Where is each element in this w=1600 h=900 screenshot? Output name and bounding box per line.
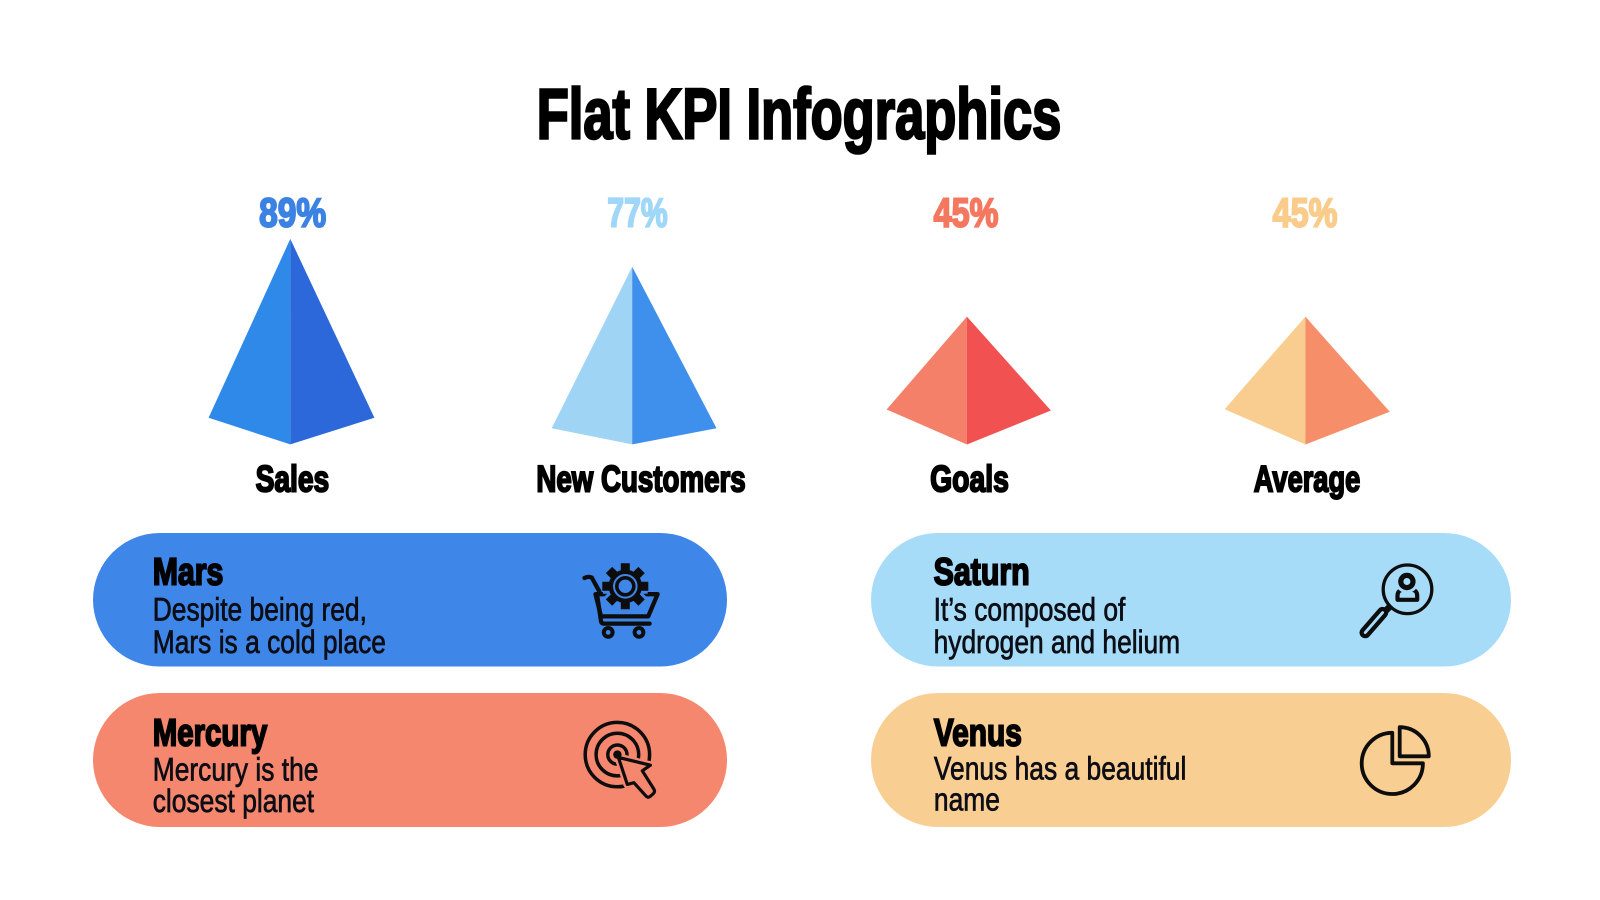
svg-text:45%: 45%	[934, 190, 999, 235]
svg-text:Goals: Goals	[930, 459, 1009, 501]
svg-text:Flat KPI Infographics: Flat KPI Infographics	[537, 75, 1062, 155]
svg-text:New Customers: New Customers	[536, 458, 745, 500]
svg-text:Mars is a cold place: Mars is a cold place	[153, 625, 386, 661]
svg-text:77%: 77%	[607, 190, 667, 236]
svg-text:Mercury is the: Mercury is the	[153, 752, 319, 788]
svg-text:45%: 45%	[1273, 190, 1338, 235]
svg-text:name: name	[934, 782, 1000, 818]
svg-text:hydrogen and helium: hydrogen and helium	[934, 625, 1181, 661]
svg-text:Venus has a beautiful: Venus has a beautiful	[934, 751, 1186, 787]
svg-text:Mars: Mars	[153, 551, 224, 593]
svg-text:closest planet: closest planet	[153, 783, 314, 819]
svg-text:89%: 89%	[259, 189, 326, 235]
svg-text:Average: Average	[1254, 457, 1360, 499]
svg-text:It’s composed of: It’s composed of	[934, 592, 1126, 628]
svg-text:Saturn: Saturn	[934, 551, 1030, 593]
svg-text:Sales: Sales	[256, 459, 330, 501]
svg-text:Mercury: Mercury	[153, 712, 268, 754]
svg-text:Venus: Venus	[934, 712, 1022, 754]
svg-text:Despite being red,: Despite being red,	[153, 592, 367, 628]
